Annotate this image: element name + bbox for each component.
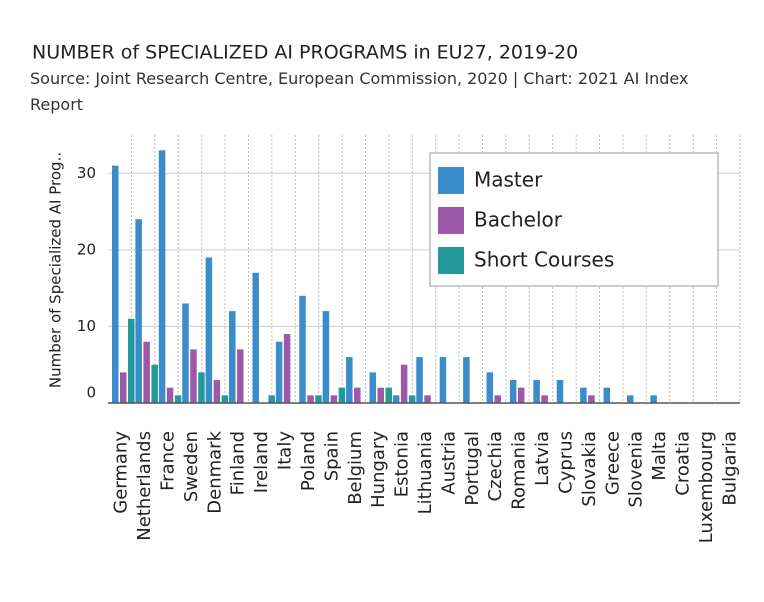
x-tick-label: Malta [649,431,670,481]
bar [174,395,182,403]
legend-box [429,152,719,287]
bar [494,395,502,403]
bar [112,165,119,403]
bar [392,395,400,403]
bar [221,395,229,403]
x-tick-label: Belgium [345,431,366,505]
bar [338,387,346,403]
x-tick-label: Spain [321,431,342,481]
x-tick-label: Romania [509,431,530,510]
bar [385,387,392,403]
x-tick-label: Cyprus [555,431,576,494]
legend-swatch [438,167,464,194]
bar [517,387,525,403]
bar [135,219,142,403]
bar [330,395,338,403]
bar [143,341,150,403]
x-tick-label: Germany [111,431,132,514]
bar [346,357,353,403]
bar [198,372,205,403]
legend-label: Short Courses [474,248,614,272]
x-tick-label: Bulgaria [719,431,740,506]
bar [315,395,322,403]
x-tick-label: Portugal [462,431,483,506]
bar [166,387,174,403]
x-tick-label: Croatia [672,431,693,496]
bar [120,372,127,403]
bar [213,380,221,403]
bar [307,395,314,403]
subtitle-box: Source: Joint Research Centre, European … [30,69,689,114]
x-tick-label: Czechia [485,431,506,501]
x-tick-label: Slovakia [579,431,600,507]
x-tick-label: Finland [228,431,249,495]
bar [588,395,595,403]
x-tick-label: Luxembourg [696,431,717,543]
bar [509,380,517,403]
x-tick-label: Estonia [392,431,413,497]
bar [626,395,634,403]
bar [275,341,283,403]
x-tick-label: Netherlands [134,431,155,541]
legend-label: Bachelor [474,208,563,232]
bar [424,395,431,403]
bar [158,150,166,403]
y-axis-label: Number of Specialized AI Prog.. [47,152,65,388]
y-tick-label: 0 [86,384,96,402]
x-tick-label: France [158,431,179,491]
bar [299,295,306,403]
bar [268,395,275,403]
legend-label: Master [474,168,543,192]
bar [322,311,330,403]
bar [650,395,657,403]
x-tick-label: Lithuania [415,431,436,514]
bar [283,334,291,403]
y-tick-label: 20 [77,240,96,258]
bar [205,257,213,403]
x-tick-label: Greece [602,431,623,495]
x-tick-label: Poland [298,431,319,491]
x-tick-label: Sweden [181,431,202,502]
y-tick-label: 30 [77,164,96,182]
y-tick-label: 10 [77,317,96,335]
bar [463,357,470,403]
bar [377,387,384,403]
x-tick-label: Austria [438,431,459,495]
bar [229,311,236,403]
bar [408,395,416,403]
bar [556,380,564,403]
x-tick-label: Slovenia [626,431,647,508]
bar [400,364,408,403]
bar [486,372,494,403]
bar [416,357,423,403]
chart-subtitle: Source: Joint Research Centre, European … [30,69,689,114]
bar [182,303,189,403]
bar [354,387,361,403]
x-tick-label: Ireland [251,431,272,493]
chart-title: NUMBER of SPECIALIZED AI PROGRAMS in EU2… [32,42,578,64]
legend-swatch [438,247,464,274]
bar [237,349,244,403]
bar [190,349,197,403]
x-tick-label: Italy [275,431,296,470]
bar [533,380,540,403]
legend-swatch [438,207,464,234]
x-tick-label: Hungary [368,431,389,508]
bar [252,272,259,403]
bar [151,364,158,403]
bar [369,372,376,403]
bar [603,387,611,403]
bar [128,318,135,403]
x-tick-label: Denmark [204,430,225,513]
x-tick-label: Latvia [532,431,553,486]
bar [541,395,548,403]
bar [439,357,447,403]
bar [580,387,587,403]
